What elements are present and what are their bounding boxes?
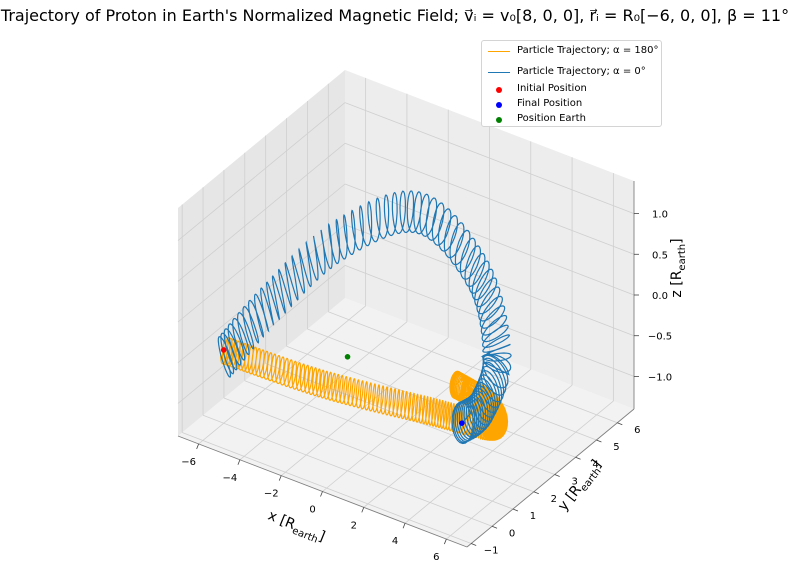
legend-marker-green <box>496 117 502 123</box>
y-tick-mark <box>533 491 539 495</box>
trajectory-line-0 <box>220 336 509 441</box>
grid-line-z <box>177 183 346 323</box>
y-tick-label: 0 <box>509 528 515 539</box>
z-tick-label: 0.0 <box>652 291 668 302</box>
z-tick-label: 0.5 <box>652 250 668 261</box>
legend-label: Position Earth <box>517 113 586 124</box>
grid-line-y <box>328 311 618 424</box>
x-tick-mark <box>196 443 200 450</box>
y-tick-mark <box>617 422 623 426</box>
x-tick-label: −2 <box>264 489 279 500</box>
grid-line-z <box>344 183 635 296</box>
x-tick-mark <box>361 507 365 513</box>
y-tick-label: 3 <box>571 477 577 488</box>
grid-line-z <box>177 224 346 364</box>
z-tick-label: −1.0 <box>648 372 672 383</box>
z-tick-label: −0.5 <box>648 332 672 343</box>
y-tick-label: −1 <box>484 546 499 557</box>
trajectories <box>217 190 512 445</box>
x-tick-label: −4 <box>223 473 238 484</box>
y-tick-label: 1 <box>530 511 536 522</box>
y-tick-mark <box>575 456 581 460</box>
grid-line-y <box>244 380 534 493</box>
x-tick-mark <box>237 459 241 465</box>
x-axis-label: x [Rearth] <box>265 508 328 548</box>
x-tick-mark <box>278 475 282 481</box>
x-tick-label: 4 <box>392 536 398 547</box>
legend-swatch-orange <box>488 51 510 52</box>
legend-marker-red <box>496 87 502 93</box>
chart-title: Trajectory of Proton in Earth's Normaliz… <box>0 6 790 25</box>
grid-line-z <box>344 265 635 377</box>
grid-line-x <box>363 369 532 508</box>
y-tick-label: 4 <box>592 459 598 470</box>
markers <box>220 347 465 426</box>
grid-line-y <box>265 363 555 475</box>
y-tick-mark <box>554 474 560 477</box>
grid-line-z <box>344 102 635 214</box>
legend-swatch-blue <box>488 72 510 73</box>
grid-line-x <box>446 400 614 540</box>
legend-label: Final Position <box>517 98 583 109</box>
marker-position-earth <box>344 354 351 360</box>
marker-initial-position <box>220 347 227 353</box>
grid-line-z <box>344 142 635 255</box>
grid-line-x <box>404 384 573 524</box>
y-tick-label: 6 <box>634 425 640 436</box>
x-tick-mark <box>443 538 447 545</box>
legend-label: Particle Trajectory; α = 0° <box>517 66 646 77</box>
y-tick-mark <box>512 508 519 512</box>
legend-label: Initial Position <box>517 83 587 94</box>
x-tick-label: 0 <box>309 505 315 516</box>
chart-title-text: Trajectory of Proton in Earth's Normaliz… <box>0 6 790 25</box>
legend: Particle Trajectory; α = 180° Particle T… <box>481 40 662 127</box>
grid-line-y <box>182 432 472 544</box>
marker-final-position <box>459 420 465 426</box>
y-tick-mark <box>596 439 602 443</box>
y-tick-label: 5 <box>613 442 619 453</box>
x-tick-label: 2 <box>351 520 357 531</box>
z-tick-label: 1.0 <box>652 210 668 221</box>
grid-line-y <box>223 397 514 510</box>
x-tick-label: 6 <box>433 552 439 563</box>
x-tick-mark <box>402 523 406 529</box>
y-tick-mark <box>491 525 498 529</box>
grid-line-z <box>177 102 346 241</box>
trajectory-line-1 <box>217 190 512 445</box>
y-tick-label: 2 <box>551 494 557 505</box>
grid-line-x <box>239 321 408 461</box>
legend-marker-blue <box>496 102 502 108</box>
axes-ticks: −6 −4 −2 0 2 4 6 −1 0 1 2 3 4 5 6 −1.0 −0.5 0.0 0.5 1.0 <box>181 210 672 563</box>
y-tick-mark <box>471 543 477 546</box>
x-tick-mark <box>320 491 323 497</box>
grid-line-y <box>202 414 493 527</box>
x-tick-label: −6 <box>181 457 196 468</box>
legend-label: Particle Trajectory; α = 180° <box>517 45 659 56</box>
grid-line-z <box>177 142 346 282</box>
y-axis-line <box>466 408 635 548</box>
z-axis-label: z [Rearth] <box>669 238 688 297</box>
